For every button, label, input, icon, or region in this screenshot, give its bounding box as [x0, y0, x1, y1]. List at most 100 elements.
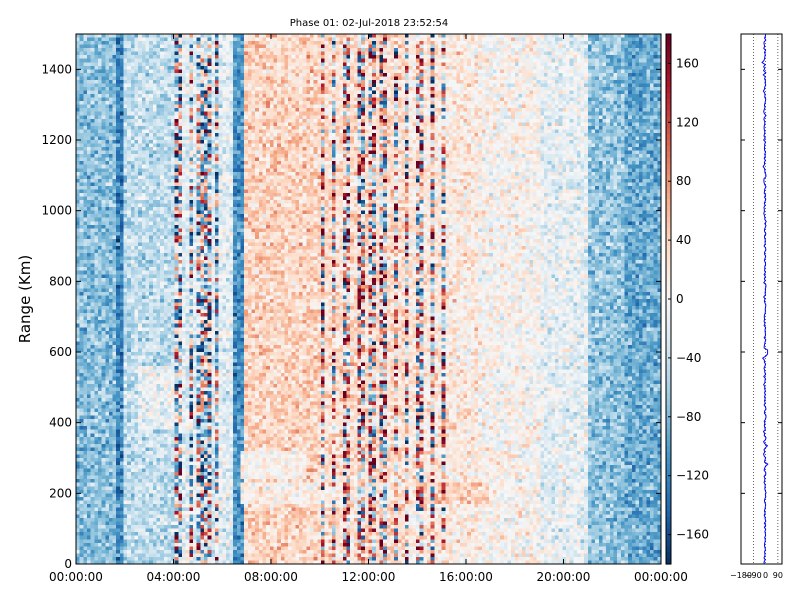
colorbar-segment [666, 163, 671, 171]
y-axis: 0 200 400 600 800 1000 1200 1400 [41, 62, 661, 571]
colorbar-segment [666, 399, 671, 406]
colorbar-segment [666, 157, 671, 165]
colorbar-segment [666, 381, 671, 388]
colorbar-segment [666, 340, 671, 347]
x-tick-label: 00:00:00 [49, 570, 103, 584]
colorbar-segment [666, 304, 671, 312]
colorbar-segment [666, 528, 671, 536]
colorbar-segment [666, 334, 671, 341]
heatmap [76, 34, 661, 564]
colorbar-segment [666, 487, 671, 494]
profile-line [761, 33, 769, 565]
colorbar-segment [666, 51, 671, 59]
colorbar-tick-label: 160 [676, 56, 699, 70]
colorbar-segment [666, 193, 671, 200]
colorbar-segment [666, 369, 671, 377]
colorbar-segment [666, 169, 671, 176]
colorbar-segment [666, 387, 671, 394]
colorbar-segment [666, 534, 671, 542]
colorbar-segment [666, 198, 671, 206]
y-tick-label: 600 [49, 345, 72, 359]
profile-tick-label: 0 [763, 571, 768, 580]
colorbar-segment [666, 140, 671, 147]
colorbar-segment [666, 34, 671, 41]
colorbar-segment [666, 511, 671, 518]
colorbar-segment [666, 128, 671, 135]
colorbar-segment [666, 475, 671, 483]
colorbar-tick-label: 120 [676, 115, 699, 129]
profile-tick-label: 90 [773, 571, 783, 580]
colorbar-segment [666, 322, 671, 330]
profile-tick-label: −180 [730, 571, 752, 580]
colorbar-segment [666, 393, 671, 400]
colorbar-segment [666, 352, 671, 359]
colorbar-segment [666, 87, 671, 94]
colorbar-segment [666, 287, 671, 294]
colorbar-segment [666, 175, 671, 182]
colorbar-segment [666, 422, 671, 430]
colorbar-segment [666, 246, 671, 253]
profile-tick-label: −90 [745, 571, 762, 580]
colorbar-segment [666, 546, 671, 553]
colorbar-segment [666, 269, 671, 277]
x-tick-label: 16:00:00 [439, 570, 493, 584]
colorbar-segment [666, 63, 671, 70]
colorbar-segment [666, 540, 671, 547]
y-tick-label: 1400 [41, 62, 72, 76]
colorbar-segment [666, 299, 671, 306]
colorbar-segment [666, 516, 671, 524]
colorbar-segment [666, 346, 671, 353]
colorbar-segment [666, 181, 671, 188]
colorbar-tick-label: 0 [676, 292, 684, 306]
profile-panel-content: −180−90 0 90 [730, 33, 783, 580]
colorbar-segment [666, 434, 671, 441]
colorbar-segment [666, 481, 671, 489]
y-tick-label: 1000 [41, 204, 72, 218]
colorbar-segment [666, 275, 671, 282]
colorbar-segment [666, 357, 671, 365]
colorbar-segment [666, 281, 671, 288]
colorbar-segment [666, 410, 671, 418]
colorbar-tick-label: −40 [676, 351, 701, 365]
colorbar-segment [666, 440, 671, 447]
colorbar-segment [666, 458, 671, 465]
colorbar-segment [666, 240, 671, 247]
colorbar-segment [666, 92, 671, 100]
colorbar-segment [666, 428, 671, 436]
colorbar [666, 34, 671, 565]
colorbar-segment [666, 134, 671, 141]
colorbar-segment [666, 499, 671, 506]
y-tick-label: 400 [49, 416, 72, 430]
colorbar-ticks: −160 −120 −80 −40 0 40 80 120 160 [668, 56, 709, 542]
colorbar-segment [666, 263, 671, 271]
colorbar-segment [666, 116, 671, 123]
colorbar-segment [666, 558, 671, 565]
y-axis-label: Range (Km) [16, 255, 34, 343]
colorbar-segment [666, 293, 671, 300]
profile-panel [740, 33, 783, 565]
x-tick-label: 20:00:00 [537, 570, 591, 584]
colorbar-tick-label: −80 [676, 410, 701, 424]
y-tick-label: 200 [49, 486, 72, 500]
colorbar-tick-label: −120 [676, 469, 709, 483]
colorbar-tick-label: 80 [676, 174, 691, 188]
chart-title: Phase 01: 02-Jul-2018 23:52:54 [290, 18, 448, 29]
colorbar-segment [666, 416, 671, 424]
colorbar-segment [666, 122, 671, 129]
colorbar-segment [666, 187, 671, 194]
colorbar-segment [666, 363, 671, 371]
colorbar-segment [666, 328, 671, 335]
colorbar-tick-label: −160 [676, 528, 709, 542]
colorbar-segment [666, 204, 671, 212]
colorbar-segment [666, 145, 671, 153]
colorbar-segment [666, 310, 671, 318]
colorbar-segment [666, 405, 671, 412]
colorbar-segment [666, 45, 671, 53]
colorbar-segment [666, 452, 671, 459]
x-tick-label: 12:00:00 [342, 570, 396, 584]
colorbar-segment [666, 69, 671, 76]
x-tick-label: 04:00:00 [147, 570, 201, 584]
colorbar-segment [666, 257, 671, 265]
colorbar-segment [666, 110, 671, 118]
